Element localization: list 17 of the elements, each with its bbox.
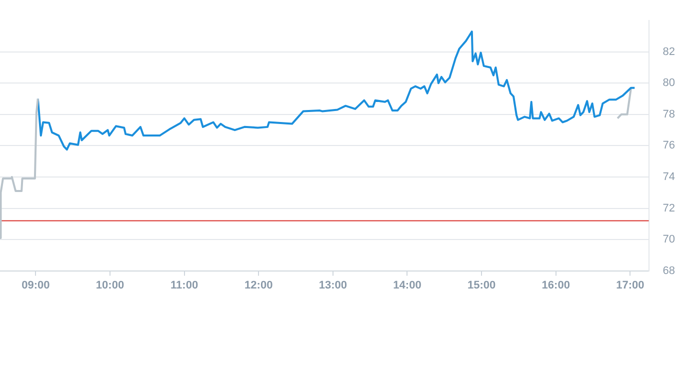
y-tick-label: 78 xyxy=(662,108,676,120)
y-tick-label: 68 xyxy=(662,264,676,277)
y-tick-label: 70 xyxy=(662,234,676,246)
y-tick-label: 80 xyxy=(662,77,676,90)
x-tick-label: 09:00 xyxy=(22,279,50,292)
y-tick-label: 74 xyxy=(662,171,676,184)
y-tick-label: 72 xyxy=(662,202,676,214)
y-tick-label: 82 xyxy=(662,46,676,58)
x-tick-label: 10:00 xyxy=(96,279,124,292)
y-tick-label: 76 xyxy=(662,140,676,152)
x-tick-label: 14:00 xyxy=(393,279,422,292)
x-tick-label: 17:00 xyxy=(616,279,644,292)
x-tick-label: 11:00 xyxy=(170,279,198,292)
x-tick-label: 15:00 xyxy=(467,279,496,292)
x-tick-label: 13:00 xyxy=(318,279,347,292)
x-tick-label: 16:00 xyxy=(542,279,570,292)
x-tick-label: 12:00 xyxy=(244,279,273,292)
